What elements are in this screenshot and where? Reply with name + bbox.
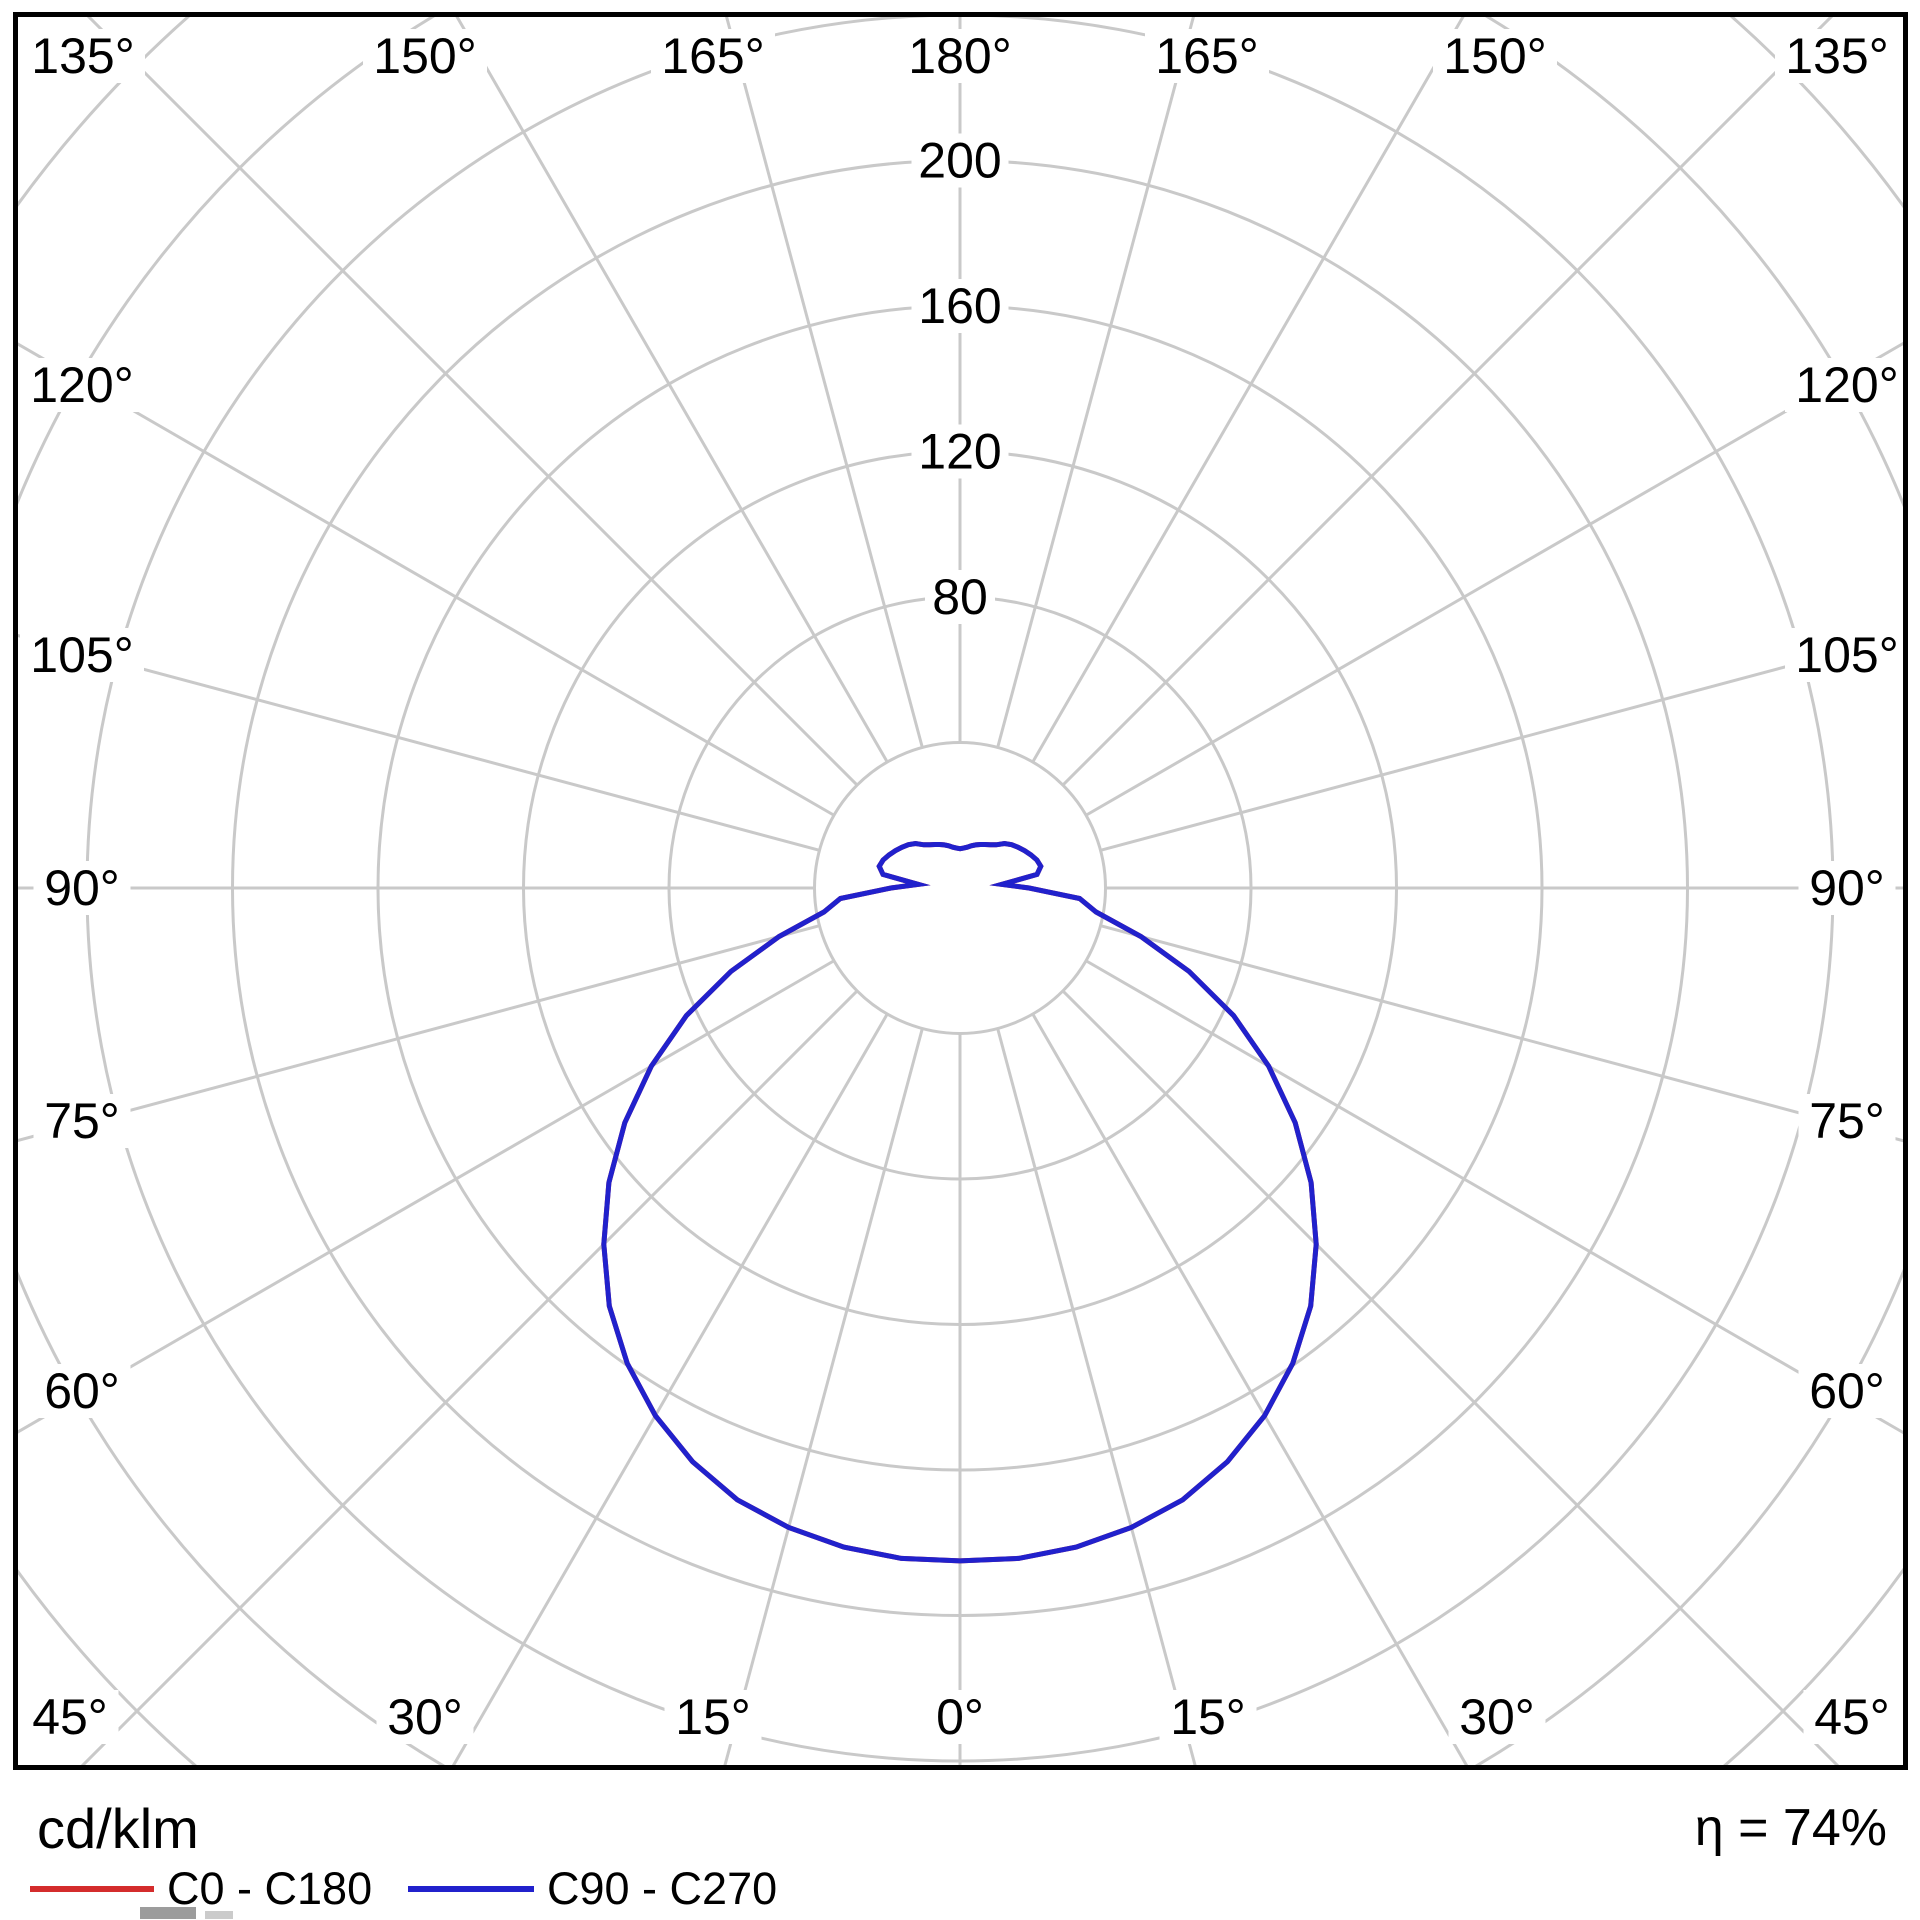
- grid-spoke-225: [86, 17, 859, 787]
- grid-spoke-120: [1085, 341, 1903, 817]
- angle-label-left-0-bg: [20, 358, 144, 412]
- radial-tick-120: 120: [918, 424, 1001, 480]
- grid-spoke-150: [1031, 17, 1465, 763]
- grid-spoke-300: [18, 959, 835, 1434]
- grid-spoke-105: [1100, 633, 1903, 852]
- angle-label-left-4: 60°: [44, 1363, 120, 1419]
- legend-item-c90-c270: C90 - C270: [408, 1862, 777, 1916]
- angle-label-right-0-bg: [1785, 358, 1909, 412]
- angle-label-right-1-bg: [1785, 628, 1909, 682]
- legend-line-c0-c180-icon: [30, 1886, 154, 1892]
- curve-C90-C270: [601, 840, 1319, 1564]
- angle-label-right-2-bg: [1798, 861, 1896, 915]
- angle-label-left-3: 75°: [44, 1093, 120, 1149]
- radial-tick-200-bg: [911, 133, 1009, 188]
- angle-label-top-1-bg: [363, 29, 487, 83]
- grid-spoke-345: [723, 1028, 924, 1765]
- grid-spoke-255: [18, 634, 820, 852]
- angle-label-bottom-6: 45°: [1814, 1689, 1890, 1745]
- radial-tick-160-bg: [911, 279, 1009, 333]
- angle-label-bottom-1-bg: [376, 1690, 474, 1744]
- grid-spoke-45: [1061, 989, 1840, 1765]
- angle-label-top-2: 165°: [661, 28, 764, 84]
- grid-spoke-15: [996, 1028, 1197, 1765]
- grid-spoke-210: [455, 17, 889, 763]
- angle-label-bottom-5: 30°: [1459, 1689, 1535, 1745]
- efficiency-label: η = 74%: [1694, 1799, 1887, 1857]
- grid-spoke-135: [1061, 17, 1834, 787]
- legend-line-c90-c270-icon: [408, 1886, 534, 1892]
- angle-label-right-3: 75°: [1809, 1093, 1885, 1149]
- legend-label-c90-c270: C90 - C270: [547, 1863, 778, 1914]
- angle-label-top-3-bg: [898, 29, 1022, 83]
- radial-tick-160: 160: [918, 278, 1001, 334]
- angle-label-top-4: 165°: [1155, 28, 1258, 84]
- angle-label-bottom-3: 0°: [936, 1689, 984, 1745]
- angle-label-top-6: 135°: [1785, 28, 1888, 84]
- units-label: cd/klm: [37, 1797, 199, 1860]
- angle-label-left-3-bg: [33, 1094, 131, 1148]
- angle-label-bottom-6-bg: [1803, 1690, 1901, 1744]
- angle-label-bottom-2-bg: [664, 1690, 762, 1744]
- angle-label-top-0: 135°: [31, 28, 134, 84]
- angle-label-left-2: 90°: [44, 860, 120, 916]
- angle-label-top-5-bg: [1433, 29, 1557, 83]
- grid-spoke-75: [1100, 924, 1903, 1143]
- grid-spoke-315: [80, 989, 859, 1765]
- angle-label-bottom-0-bg: [21, 1690, 119, 1744]
- angle-label-left-2-bg: [33, 861, 131, 915]
- radial-tick-200: 200: [918, 133, 1001, 189]
- grid-spoke-285: [18, 924, 820, 1142]
- legend-label-c0-c180: C0 - C180: [167, 1863, 373, 1914]
- grid-spoke-330: [451, 1013, 889, 1765]
- angle-label-left-0: 120°: [30, 357, 133, 413]
- grid-spoke-195: [725, 17, 924, 748]
- angle-label-left-1: 105°: [30, 627, 133, 683]
- angle-label-bottom-2: 15°: [675, 1689, 751, 1745]
- angle-label-top-4-bg: [1145, 29, 1269, 83]
- grid-spoke-240: [18, 342, 835, 817]
- cropped-text-artifact: [140, 1907, 196, 1919]
- grid-spoke-165: [996, 17, 1195, 748]
- cropped-text-artifact: [205, 1911, 233, 1919]
- radial-tick-80: 80: [932, 569, 988, 625]
- radial-tick-80-bg: [925, 570, 995, 624]
- grid-ring-40: [813, 741, 1107, 1035]
- angle-label-bottom-3-bg: [925, 1690, 995, 1744]
- intensity-curves: [601, 840, 1319, 1564]
- grid-spoke-60: [1085, 959, 1903, 1435]
- angle-label-right-2: 90°: [1809, 860, 1885, 916]
- angle-label-bottom-5-bg: [1448, 1690, 1546, 1744]
- legend-item-c0-c180: C0 - C180: [30, 1862, 372, 1916]
- angle-label-left-1-bg: [20, 628, 144, 682]
- angle-label-bottom-4-bg: [1159, 1690, 1257, 1744]
- angle-label-bottom-4: 15°: [1170, 1689, 1246, 1745]
- angle-label-top-5: 150°: [1443, 28, 1546, 84]
- chart-frame: [13, 12, 1908, 1770]
- angle-label-top-6-bg: [1775, 29, 1899, 83]
- angle-label-right-1: 105°: [1795, 627, 1898, 683]
- angle-label-top-1: 150°: [373, 28, 476, 84]
- angle-label-top-0-bg: [21, 29, 145, 83]
- angle-label-right-0: 120°: [1795, 357, 1898, 413]
- angle-label-bottom-0: 45°: [32, 1689, 108, 1745]
- angle-label-top-2-bg: [651, 29, 775, 83]
- radial-tick-120-bg: [911, 424, 1009, 479]
- angle-label-right-4: 60°: [1809, 1363, 1885, 1419]
- angle-label-top-3: 180°: [908, 28, 1011, 84]
- axis-labels: 80 120 160 200 135° 150° 165° 180° 165° 150° 135° 4…: [20, 28, 1909, 1745]
- angle-label-bottom-1: 30°: [387, 1689, 463, 1745]
- grid-spoke-30: [1031, 1013, 1469, 1765]
- angle-label-right-4-bg: [1798, 1364, 1896, 1418]
- angle-label-left-4-bg: [33, 1364, 131, 1418]
- angle-label-right-3-bg: [1798, 1094, 1896, 1148]
